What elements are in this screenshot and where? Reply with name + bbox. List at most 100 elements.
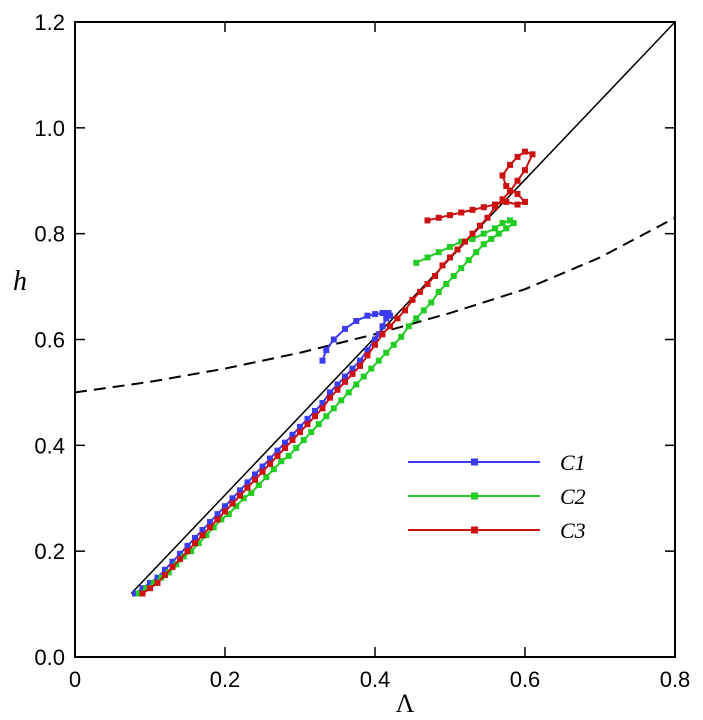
data-point-c1 bbox=[199, 527, 206, 533]
data-point-c1 bbox=[357, 357, 363, 364]
x-tick-label: 0.4 bbox=[360, 667, 391, 692]
data-point-c1 bbox=[147, 579, 153, 586]
data-point-c2 bbox=[443, 280, 450, 287]
data-point-c3 bbox=[192, 540, 198, 547]
data-point-c2 bbox=[323, 413, 330, 420]
data-point-c3 bbox=[349, 370, 356, 377]
data-point-c1 bbox=[162, 566, 168, 573]
data-point-c3 bbox=[229, 500, 236, 507]
data-point-c3 bbox=[372, 341, 378, 348]
y-tick-label: 0.8 bbox=[34, 222, 65, 247]
data-point-c3 bbox=[409, 296, 416, 303]
data-point-c2 bbox=[458, 238, 465, 245]
data-point-c3 bbox=[447, 212, 453, 219]
data-point-c1 bbox=[177, 550, 183, 557]
data-point-c2 bbox=[390, 341, 397, 348]
data-point-c2 bbox=[420, 307, 427, 314]
data-point-c3 bbox=[312, 413, 318, 420]
series-c3 bbox=[139, 148, 536, 597]
data-point-c1 bbox=[342, 325, 348, 332]
data-point-c3 bbox=[499, 172, 506, 179]
data-point-c3 bbox=[503, 183, 510, 190]
data-point-c3 bbox=[454, 246, 461, 253]
legend-item-c1: C1 bbox=[408, 450, 586, 475]
series-c1 bbox=[132, 310, 393, 597]
data-point-c1 bbox=[364, 347, 371, 354]
x-axis-title: Λ bbox=[396, 689, 415, 718]
data-point-c3 bbox=[514, 177, 521, 184]
data-point-c1 bbox=[214, 511, 221, 518]
data-point-c2 bbox=[270, 466, 277, 473]
data-point-c3 bbox=[199, 532, 206, 539]
data-point-c3 bbox=[214, 516, 221, 523]
data-point-c3 bbox=[499, 196, 506, 203]
data-point-c3 bbox=[147, 585, 153, 592]
data-point-c2 bbox=[510, 220, 517, 227]
data-point-c3 bbox=[237, 492, 243, 499]
data-point-c3 bbox=[529, 151, 536, 158]
data-point-c2 bbox=[225, 511, 232, 518]
data-point-c2 bbox=[503, 225, 510, 232]
data-point-c1 bbox=[353, 317, 360, 324]
dashed-reference-curve bbox=[74, 216, 676, 394]
data-point-c3 bbox=[439, 262, 446, 269]
data-point-c3 bbox=[522, 198, 528, 205]
data-point-c3 bbox=[154, 579, 161, 586]
data-point-c3 bbox=[274, 452, 281, 459]
data-point-c2 bbox=[405, 323, 412, 330]
data-point-c3 bbox=[379, 331, 386, 338]
data-point-c1 bbox=[364, 312, 371, 319]
data-point-c1 bbox=[349, 365, 356, 372]
data-point-c2 bbox=[368, 365, 375, 372]
data-point-c2 bbox=[383, 349, 390, 356]
data-point-c3 bbox=[514, 201, 521, 208]
data-point-c1 bbox=[192, 534, 198, 541]
data-point-c3 bbox=[289, 437, 296, 444]
data-point-c1 bbox=[334, 381, 341, 388]
x-tick-label: 0.6 bbox=[510, 667, 541, 692]
data-point-c2 bbox=[488, 235, 495, 242]
data-point-c2 bbox=[135, 590, 142, 597]
data-point-c2 bbox=[255, 482, 262, 489]
data-point-c3 bbox=[462, 238, 468, 245]
data-point-c2 bbox=[360, 373, 367, 380]
data-point-c2 bbox=[308, 429, 315, 436]
data-point-c2 bbox=[428, 299, 435, 306]
legend-marker-c1 bbox=[471, 458, 478, 466]
data-point-c3 bbox=[503, 198, 510, 205]
data-point-c1 bbox=[139, 585, 146, 592]
series-c2 bbox=[135, 217, 517, 597]
series-line-c1 bbox=[134, 312, 392, 595]
data-point-c3 bbox=[259, 468, 266, 475]
data-point-c3 bbox=[394, 315, 401, 322]
data-point-c2 bbox=[450, 273, 457, 279]
data-point-c3 bbox=[177, 556, 183, 563]
data-point-c3 bbox=[364, 352, 371, 359]
data-point-c3 bbox=[342, 378, 348, 385]
data-point-c2 bbox=[435, 249, 442, 256]
series-layer bbox=[132, 148, 536, 597]
data-point-c1 bbox=[132, 590, 138, 597]
data-point-c1 bbox=[323, 347, 330, 354]
data-point-c3 bbox=[162, 571, 168, 578]
axis-ticks: 0 0.2 0.4 0.6 0.8 0.0 0.2 0.4 0.6 0.8 1.0 1.2 bbox=[34, 10, 690, 692]
x-tick-label: 0 bbox=[69, 667, 81, 692]
data-point-c1 bbox=[304, 415, 311, 422]
data-point-c1 bbox=[259, 463, 266, 470]
data-point-c1 bbox=[267, 455, 273, 462]
data-point-c2 bbox=[413, 259, 420, 266]
data-point-c1 bbox=[169, 558, 176, 565]
y-tick-label: 0.4 bbox=[34, 433, 65, 458]
data-point-c3 bbox=[319, 405, 326, 412]
legend-marker-c3 bbox=[471, 526, 478, 534]
data-point-c1 bbox=[379, 310, 386, 317]
data-point-c1 bbox=[154, 574, 161, 581]
legend-label-c3: C3 bbox=[560, 518, 586, 543]
data-point-c2 bbox=[338, 397, 345, 404]
data-point-c2 bbox=[150, 579, 157, 586]
data-point-c1 bbox=[244, 479, 251, 486]
data-point-c1 bbox=[379, 323, 386, 330]
data-point-c1 bbox=[222, 503, 228, 510]
data-point-c3 bbox=[327, 394, 333, 401]
data-point-c2 bbox=[233, 503, 240, 510]
